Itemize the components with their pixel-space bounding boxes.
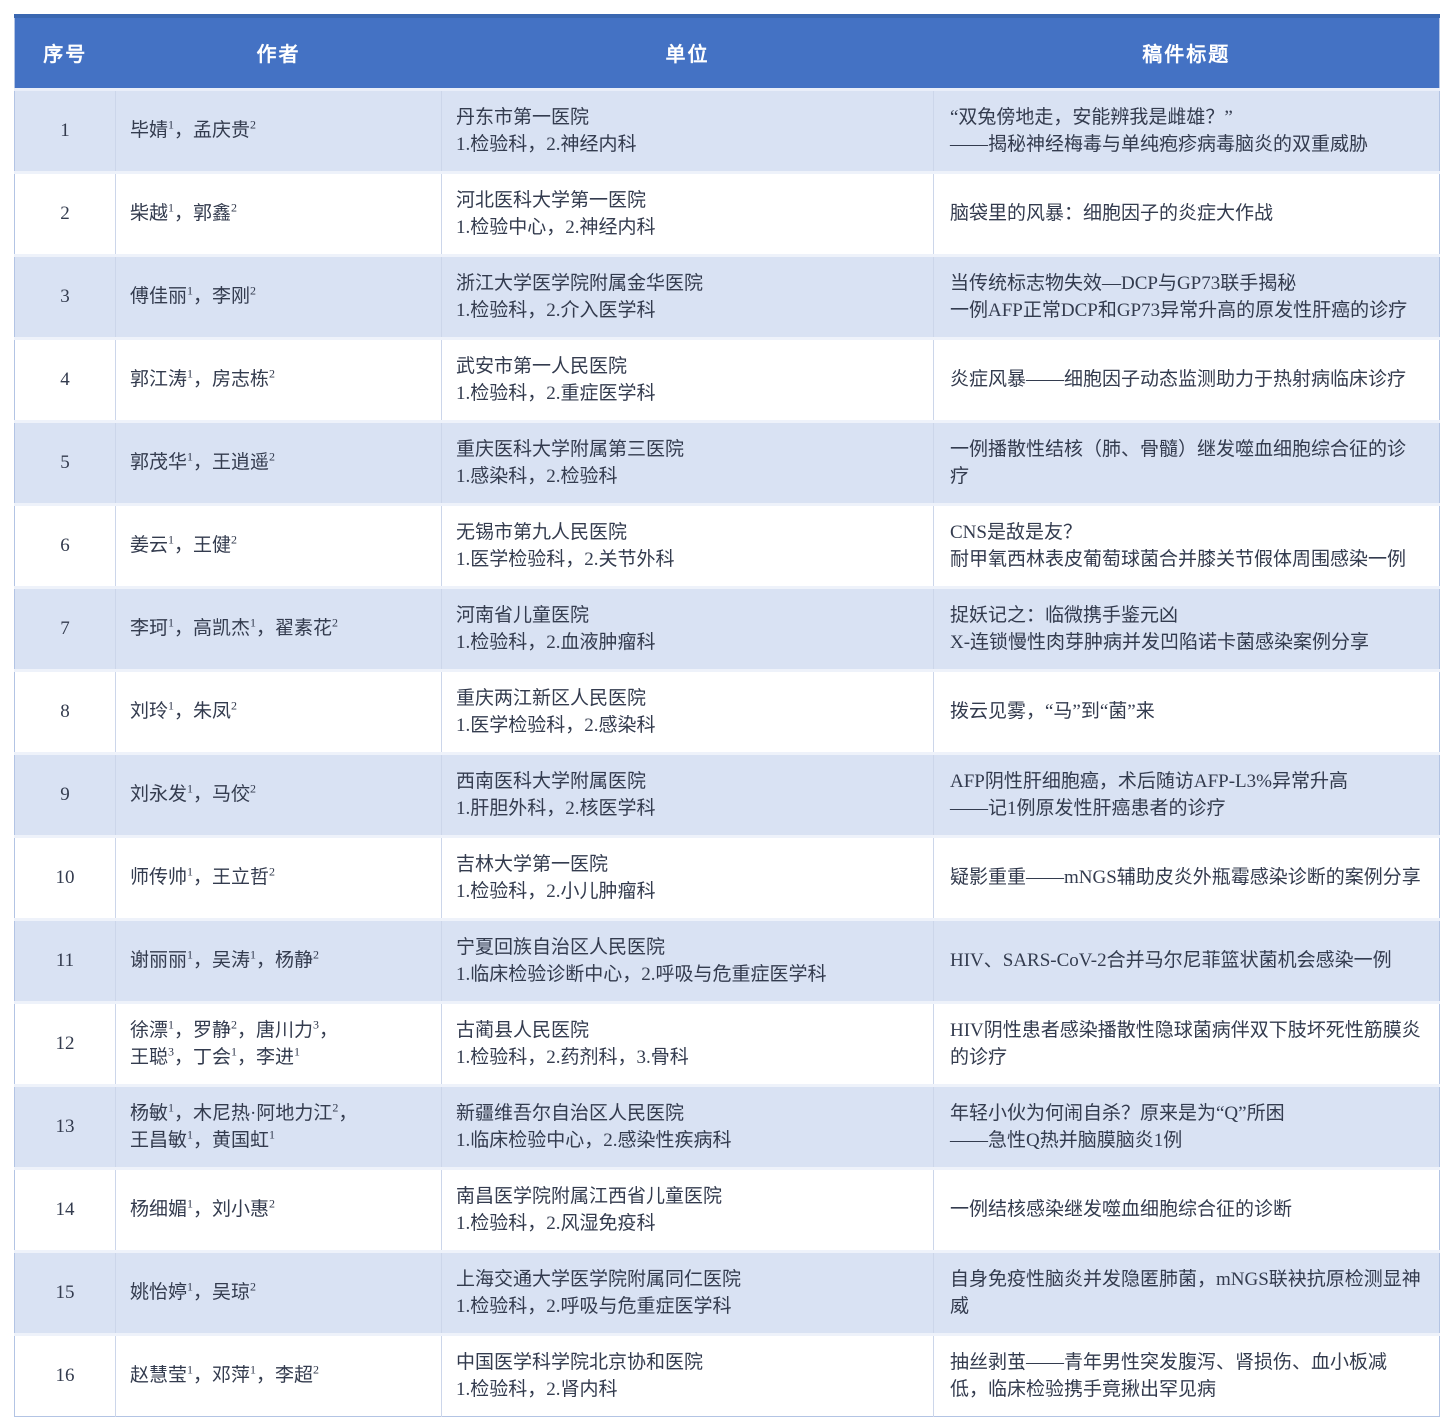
table-row: 10 师传帅1，王立哲2 吉林大学第一医院 1.检验科，2.小儿肿瘤科 疑影重重—… (14, 834, 1440, 919)
cell-title: 脑袋里的风暴：细胞因子的炎症大作战 (933, 170, 1440, 255)
table-row: 6 姜云1，王健2 无锡市第九人民医院 1.医学检验科，2.关节外科 CNS是敌是… (14, 502, 1440, 587)
cell-authors: 郭江涛1，房志栋2 (115, 336, 442, 421)
cell-unit: 河南省儿童医院 1.检验科，2.血液肿瘤科 (441, 585, 934, 670)
cell-unit: 吉林大学第一医院 1.检验科，2.小儿肿瘤科 (441, 834, 934, 919)
col-header-title: 稿件标题 (933, 14, 1440, 91)
cell-no: 10 (14, 834, 116, 919)
cell-title: 一例播散性结核（肺、骨髓）继发噬血细胞综合征的诊疗 (933, 419, 1440, 504)
cell-authors: 杨细媚1，刘小惠2 (115, 1166, 442, 1251)
cell-unit: 武安市第一人民医院 1.检验科，2.重症医学科 (441, 336, 934, 421)
table-row: 3 傅佳丽1，李刚2 浙江大学医学院附属金华医院 1.检验科，2.介入医学科 当传… (14, 253, 1440, 338)
cell-title: 一例结核感染继发噬血细胞综合征的诊断 (933, 1166, 1440, 1251)
cell-unit: 古蔺县人民医院 1.检验科，2.药剂科，3.骨科 (441, 1000, 934, 1085)
table-row: 12 徐漂1，罗静2，唐川力3， 王聪3，丁会1，李进1 古蔺县人民医院 1.检验科… (14, 1000, 1440, 1085)
cell-authors: 傅佳丽1，李刚2 (115, 253, 442, 338)
cell-title: 年轻小伙为何闹自杀？原来是为“Q”所困 ——急性Q热并脑膜脑炎1例 (933, 1083, 1440, 1168)
table-header-row: 序号 作者 单位 稿件标题 (14, 14, 1440, 91)
cell-no: 15 (14, 1249, 116, 1334)
cell-authors: 谢丽丽1，吴涛1，杨静2 (115, 917, 442, 1002)
cell-authors: 赵慧莹1，邓萍1，李超2 (115, 1332, 442, 1416)
table-row: 9 刘永发1，马佼2 西南医科大学附属医院 1.肝胆外科，2.核医学科 AFP阴性… (14, 751, 1440, 836)
table-row: 16 赵慧莹1，邓萍1，李超2 中国医学科学院北京协和医院 1.检验科，2.肾内科… (14, 1332, 1440, 1416)
cell-authors: 柴越1，郭鑫2 (115, 170, 442, 255)
cell-unit: 浙江大学医学院附属金华医院 1.检验科，2.介入医学科 (441, 253, 934, 338)
cell-title: 拨云见雾，“马”到“菌”来 (933, 668, 1440, 753)
cell-authors: 郭茂华1，王逍遥2 (115, 419, 442, 504)
cell-no: 13 (14, 1083, 116, 1168)
cell-title: HIV、SARS-CoV-2合并马尔尼菲篮状菌机会感染一例 (933, 917, 1440, 1002)
cell-authors: 李珂1，高凯杰1，翟素花2 (115, 585, 442, 670)
cell-unit: 无锡市第九人民医院 1.医学检验科，2.关节外科 (441, 502, 934, 587)
cell-no: 11 (14, 917, 116, 1002)
table-row: 4 郭江涛1，房志栋2 武安市第一人民医院 1.检验科，2.重症医学科 炎症风暴—… (14, 336, 1440, 421)
table-row: 2 柴越1，郭鑫2 河北医科大学第一医院 1.检验中心，2.神经内科 脑袋里的风暴… (14, 170, 1440, 255)
table-row: 11 谢丽丽1，吴涛1，杨静2 宁夏回族自治区人民医院 1.临床检验诊断中心，2.… (14, 917, 1440, 1002)
manuscript-table: 序号 作者 单位 稿件标题 1 毕婧1，孟庆贵2 丹东市第一医院 1.检验科，2.… (14, 14, 1440, 1417)
cell-no: 5 (14, 419, 116, 504)
cell-authors: 徐漂1，罗静2，唐川力3， 王聪3，丁会1，李进1 (115, 1000, 442, 1085)
table-body: 1 毕婧1，孟庆贵2 丹东市第一医院 1.检验科，2.神经内科 “双兔傍地走，安能… (14, 87, 1440, 1416)
cell-unit: 西南医科大学附属医院 1.肝胆外科，2.核医学科 (441, 751, 934, 836)
cell-unit: 上海交通大学医学院附属同仁医院 1.检验科，2.呼吸与危重症医学科 (441, 1249, 934, 1334)
cell-unit: 新疆维吾尔自治区人民医院 1.临床检验中心，2.感染性疾病科 (441, 1083, 934, 1168)
col-header-no: 序号 (14, 14, 116, 91)
cell-unit: 中国医学科学院北京协和医院 1.检验科，2.肾内科 (441, 1332, 934, 1416)
cell-no: 2 (14, 170, 116, 255)
cell-no: 8 (14, 668, 116, 753)
cell-title: 捉妖记之：临微携手鉴元凶 X-连锁慢性肉芽肿病并发凹陷诺卡菌感染案例分享 (933, 585, 1440, 670)
cell-no: 9 (14, 751, 116, 836)
table-row: 5 郭茂华1，王逍遥2 重庆医科大学附属第三医院 1.感染科，2.检验科 一例播散… (14, 419, 1440, 504)
cell-title: “双兔傍地走，安能辨我是雌雄？” ——揭秘神经梅毒与单纯疱疹病毒脑炎的双重威胁 (933, 87, 1440, 172)
cell-no: 3 (14, 253, 116, 338)
col-header-authors: 作者 (115, 14, 442, 91)
cell-authors: 姜云1，王健2 (115, 502, 442, 587)
table-row: 7 李珂1，高凯杰1，翟素花2 河南省儿童医院 1.检验科，2.血液肿瘤科 捉妖记… (14, 585, 1440, 670)
table-row: 13 杨敏1，木尼热·阿地力江2， 王昌敏1，黄国虹1 新疆维吾尔自治区人民医院 1… (14, 1083, 1440, 1168)
cell-unit: 河北医科大学第一医院 1.检验中心，2.神经内科 (441, 170, 934, 255)
cell-no: 16 (14, 1332, 116, 1416)
table-row: 8 刘玲1，朱凤2 重庆两江新区人民医院 1.医学检验科，2.感染科 拨云见雾，“… (14, 668, 1440, 753)
cell-authors: 姚怡婷1，吴琼2 (115, 1249, 442, 1334)
cell-authors: 师传帅1，王立哲2 (115, 834, 442, 919)
cell-unit: 重庆医科大学附属第三医院 1.感染科，2.检验科 (441, 419, 934, 504)
cell-unit: 宁夏回族自治区人民医院 1.临床检验诊断中心，2.呼吸与危重症医学科 (441, 917, 934, 1002)
cell-authors: 杨敏1，木尼热·阿地力江2， 王昌敏1，黄国虹1 (115, 1083, 442, 1168)
cell-title: 抽丝剥茧——青年男性突发腹泻、肾损伤、血小板减低，临床检验携手竟揪出罕见病 (933, 1332, 1440, 1416)
cell-unit: 丹东市第一医院 1.检验科，2.神经内科 (441, 87, 934, 172)
col-header-unit: 单位 (441, 14, 934, 91)
cell-authors: 刘玲1，朱凤2 (115, 668, 442, 753)
table-row: 15 姚怡婷1，吴琼2 上海交通大学医学院附属同仁医院 1.检验科，2.呼吸与危重… (14, 1249, 1440, 1334)
cell-authors: 毕婧1，孟庆贵2 (115, 87, 442, 172)
cell-title: CNS是敌是友？ 耐甲氧西林表皮葡萄球菌合并膝关节假体周围感染一例 (933, 502, 1440, 587)
cell-no: 6 (14, 502, 116, 587)
cell-no: 12 (14, 1000, 116, 1085)
cell-title: 自身免疫性脑炎并发隐匿肺菌，mNGS联袂抗原检测显神威 (933, 1249, 1440, 1334)
cell-authors: 刘永发1，马佼2 (115, 751, 442, 836)
cell-unit: 南昌医学院附属江西省儿童医院 1.检验科，2.风湿免疫科 (441, 1166, 934, 1251)
cell-no: 4 (14, 336, 116, 421)
cell-title: 炎症风暴——细胞因子动态监测助力于热射病临床诊疗 (933, 336, 1440, 421)
cell-no: 14 (14, 1166, 116, 1251)
cell-no: 1 (14, 87, 116, 172)
cell-title: AFP阴性肝细胞癌，术后随访AFP-L3%异常升高 ——记1例原发性肝癌患者的诊疗 (933, 751, 1440, 836)
cell-no: 7 (14, 585, 116, 670)
table-row: 14 杨细媚1，刘小惠2 南昌医学院附属江西省儿童医院 1.检验科，2.风湿免疫科… (14, 1166, 1440, 1251)
table-row: 1 毕婧1，孟庆贵2 丹东市第一医院 1.检验科，2.神经内科 “双兔傍地走，安能… (14, 87, 1440, 172)
cell-title: 疑影重重——mNGS辅助皮炎外瓶霉感染诊断的案例分享 (933, 834, 1440, 919)
cell-title: HIV阴性患者感染播散性隐球菌病伴双下肢坏死性筋膜炎的诊疗 (933, 1000, 1440, 1085)
cell-title: 当传统标志物失效—DCP与GP73联手揭秘 一例AFP正常DCP和GP73异常升高… (933, 253, 1440, 338)
cell-unit: 重庆两江新区人民医院 1.医学检验科，2.感染科 (441, 668, 934, 753)
